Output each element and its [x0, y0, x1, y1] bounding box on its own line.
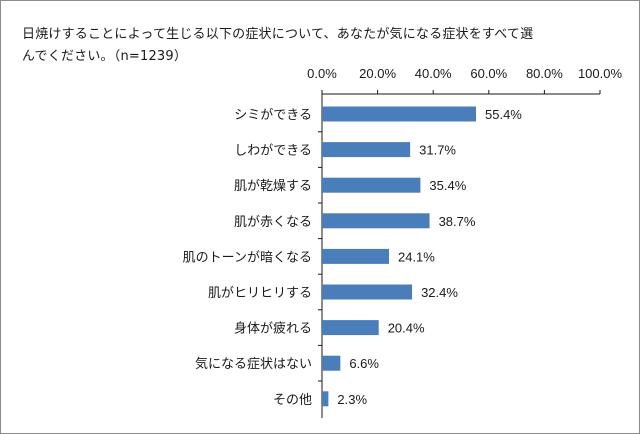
value-label: 35.4% — [429, 178, 466, 193]
bar — [322, 106, 477, 122]
value-label: 2.3% — [337, 392, 367, 407]
category-label: シミができる — [234, 108, 312, 123]
category-label: 気になる症状はない — [195, 356, 312, 372]
value-label: 6.6% — [349, 356, 379, 371]
bar — [322, 391, 329, 407]
x-tick-label: 80.0% — [526, 66, 563, 81]
bar — [322, 355, 341, 371]
value-label: 32.4% — [421, 285, 458, 300]
category-label: 肌が乾燥する — [234, 179, 312, 194]
value-label: 20.4% — [388, 321, 425, 336]
category-label: その他 — [273, 393, 312, 408]
value-label: 24.1% — [398, 249, 435, 264]
x-tick-label: 100.0% — [578, 66, 623, 81]
value-label: 38.7% — [439, 214, 476, 229]
x-tick-label: 0.0% — [307, 66, 337, 81]
value-label: 31.7% — [419, 143, 456, 158]
bar — [322, 320, 379, 336]
category-label: 肌がヒリヒリする — [208, 286, 312, 301]
x-tick-label: 60.0% — [470, 66, 507, 81]
bar — [322, 284, 413, 300]
category-label: 肌のトーンが暗くなる — [183, 250, 312, 265]
bar — [322, 213, 430, 229]
x-tick-label: 20.0% — [359, 66, 396, 81]
chart-title-line-1: 日焼けすることによって生じる以下の症状について、あなたが気になる症状をすべて選 — [22, 27, 534, 42]
value-label: 55.4% — [485, 107, 522, 122]
x-tick-label: 40.0% — [415, 66, 452, 81]
category-label: しわができる — [234, 144, 312, 159]
bar — [322, 142, 411, 158]
chart-title-line-2: んでください。（n=1239） — [22, 49, 188, 64]
chart-title: 日焼けすることによって生じる以下の症状について、あなたが気になる症状をすべて選 … — [22, 24, 582, 68]
bar — [322, 248, 389, 264]
bar — [322, 177, 421, 193]
category-label: 肌が赤くなる — [234, 215, 312, 230]
category-label: 身体が疲れる — [234, 321, 312, 337]
